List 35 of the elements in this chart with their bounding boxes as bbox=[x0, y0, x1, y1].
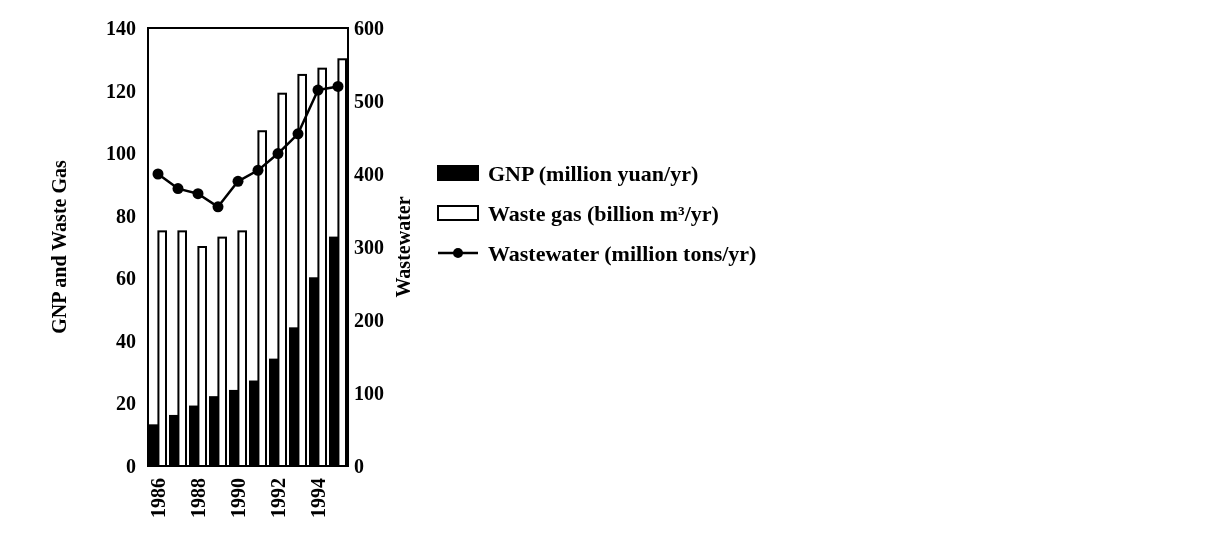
legend-label: Wastewater (million tons/yr) bbox=[488, 240, 757, 266]
y2-tick-label: 400 bbox=[354, 163, 384, 185]
legend-label: GNP (million yuan/yr) bbox=[488, 160, 699, 186]
y-axis-title: GNP and Waste Gas bbox=[48, 160, 70, 334]
point bbox=[292, 128, 304, 140]
y2-tick-label: 0 bbox=[354, 455, 364, 477]
point bbox=[252, 164, 264, 176]
point bbox=[272, 148, 284, 160]
y-tick-label: 40 bbox=[116, 329, 136, 352]
y-tick-label: 140 bbox=[106, 17, 136, 39]
y2-tick-label: 100 bbox=[354, 382, 384, 404]
y2-tick-label: 500 bbox=[354, 90, 384, 112]
x-tick-label: 1990 bbox=[227, 478, 249, 518]
y-tick-label: 80 bbox=[116, 204, 136, 227]
point bbox=[212, 201, 224, 213]
y-tick-label: 120 bbox=[106, 79, 136, 102]
y2-axis-title: Wastewater bbox=[392, 196, 414, 298]
legend-label: Waste gas (billion m³/yr) bbox=[488, 200, 719, 226]
x-tick-label: 1986 bbox=[147, 478, 169, 518]
y2-tick-label: 300 bbox=[354, 236, 384, 258]
y2-tick-label: 200 bbox=[354, 309, 384, 331]
point bbox=[232, 175, 244, 187]
y-tick-label: 0 bbox=[126, 455, 136, 477]
x-tick-label: 1994 bbox=[307, 478, 329, 518]
point bbox=[332, 80, 344, 92]
x-tick-label: 1988 bbox=[187, 478, 209, 518]
point bbox=[192, 188, 204, 200]
y-tick-label: 20 bbox=[116, 392, 136, 415]
y-tick-label: 60 bbox=[116, 267, 136, 290]
x-tick-label: 1992 bbox=[267, 478, 289, 518]
point bbox=[312, 84, 324, 96]
y2-tick-label: 600 bbox=[354, 17, 384, 39]
y-tick-label: 100 bbox=[106, 142, 136, 165]
point bbox=[152, 168, 164, 180]
point bbox=[172, 183, 184, 195]
